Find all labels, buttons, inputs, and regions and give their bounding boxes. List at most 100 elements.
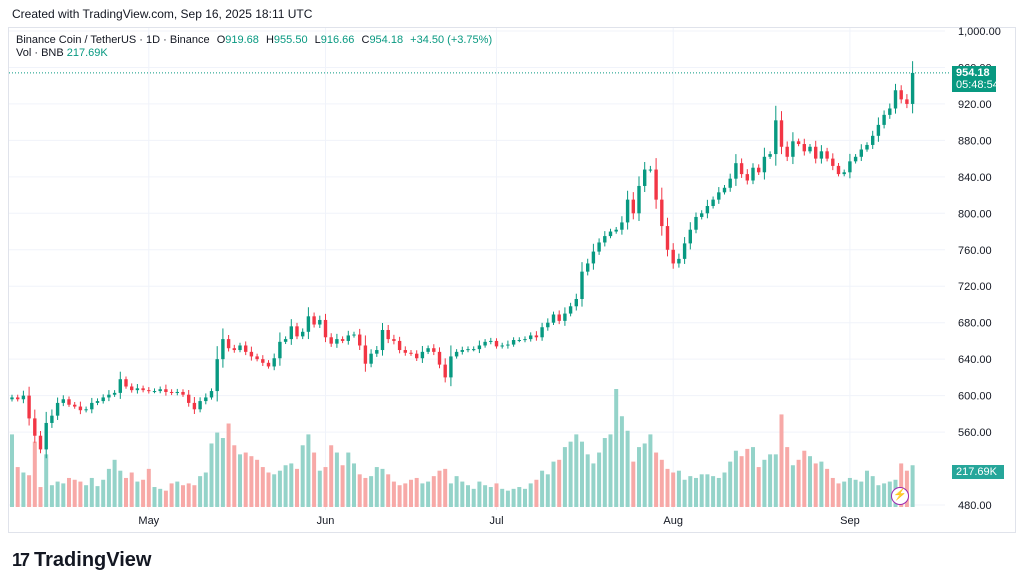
candle-body — [511, 340, 516, 345]
candle-body — [84, 409, 88, 411]
volume-bar — [517, 487, 522, 507]
chart-frame[interactable] — [8, 27, 1016, 533]
volume-bar — [32, 441, 37, 507]
candle-body — [118, 379, 122, 393]
volume-bar — [203, 472, 208, 507]
candle-body — [899, 90, 903, 100]
candle-body — [21, 395, 26, 400]
candle-body — [358, 334, 362, 346]
candle-body — [16, 397, 20, 400]
volume-bar — [89, 477, 94, 507]
volume-bar — [483, 485, 488, 507]
volume-bar — [665, 468, 670, 507]
volume-bar — [363, 477, 368, 507]
candle-body — [751, 167, 755, 181]
candle-body — [597, 242, 601, 252]
y-tick-label: 480.00 — [958, 500, 992, 512]
candle-body — [825, 151, 829, 159]
candle-body — [551, 314, 556, 323]
candle-body — [876, 124, 881, 136]
candle-body — [392, 339, 396, 341]
volume-bar — [505, 490, 510, 507]
volume-bar — [631, 461, 636, 507]
candle-body — [101, 397, 105, 402]
bar-countdown: 05:48:54 — [956, 79, 999, 91]
candle-body — [124, 379, 128, 387]
volume-bar — [277, 470, 282, 507]
volume-legend-value: 217.69K — [66, 47, 108, 59]
candle-body — [643, 169, 647, 186]
volume-bar — [466, 485, 470, 507]
candle-body — [608, 231, 613, 237]
x-tick-label: Sep — [840, 515, 860, 527]
candle-body — [757, 167, 761, 173]
volume-bar — [899, 463, 904, 507]
legend-low-value: 916.66 — [320, 34, 355, 46]
volume-bar — [597, 452, 602, 507]
volume-bar — [340, 465, 345, 507]
legend-close-label: C — [361, 34, 370, 46]
candle-body — [238, 345, 242, 351]
candle-body — [688, 229, 692, 244]
candle-body — [631, 199, 635, 214]
candle-body — [141, 388, 145, 391]
x-tick-label: Aug — [663, 515, 683, 527]
candle-body — [865, 144, 869, 150]
volume-bar — [198, 476, 203, 507]
volume-bar — [420, 483, 425, 507]
volume-bar — [562, 447, 567, 507]
candle-body — [181, 391, 185, 395]
candle-body — [261, 359, 265, 363]
volume-bar — [614, 389, 619, 507]
candle-body — [61, 399, 65, 403]
candle-body — [517, 340, 521, 342]
volume-bar — [619, 416, 624, 507]
candle-body — [568, 306, 573, 314]
volume-bar — [437, 470, 442, 507]
candle-body — [620, 222, 624, 230]
volume-bar — [369, 476, 374, 507]
volume-bar — [711, 476, 716, 507]
brand-name: TradingView — [34, 549, 152, 571]
volume-bar — [637, 447, 641, 507]
y-tick-label: 760.00 — [958, 245, 992, 257]
legend-symbol: Binance Coin / TetherUS · 1D · Binance — [16, 34, 210, 46]
volume-bar — [329, 445, 334, 507]
lightning-icon[interactable]: ⚡ — [891, 487, 909, 505]
volume-bar — [648, 434, 653, 507]
volume-bar — [642, 443, 647, 507]
candle-body — [198, 401, 202, 410]
volume-bar — [557, 459, 562, 507]
candle-body — [791, 141, 795, 157]
candle-body — [44, 422, 48, 450]
candle-body — [637, 185, 641, 214]
candle-body — [580, 271, 584, 299]
candle-body — [460, 350, 464, 352]
candle-body — [158, 389, 162, 392]
candle-body — [472, 349, 476, 351]
volume-bar — [106, 468, 111, 507]
volume-bar — [705, 474, 710, 507]
candle-body — [55, 402, 60, 416]
candle-body — [682, 243, 687, 259]
candle-body — [905, 99, 909, 104]
volume-bar — [255, 459, 260, 507]
candle-body — [175, 391, 179, 393]
volume-bar — [84, 485, 89, 507]
candle-body — [209, 391, 214, 398]
candle-body — [409, 352, 413, 354]
candle-body — [506, 344, 510, 346]
volume-bar — [448, 483, 453, 507]
candle-body — [50, 415, 54, 423]
volume-bar — [426, 481, 431, 507]
candle-body — [694, 216, 698, 230]
candle-body — [808, 146, 812, 152]
candle-body — [432, 348, 436, 352]
candle-body — [33, 418, 37, 436]
candle-body — [272, 358, 276, 367]
volume-bar — [283, 465, 288, 507]
candle-body — [335, 339, 339, 344]
candle-body — [842, 172, 846, 175]
volume-bar — [528, 483, 533, 507]
